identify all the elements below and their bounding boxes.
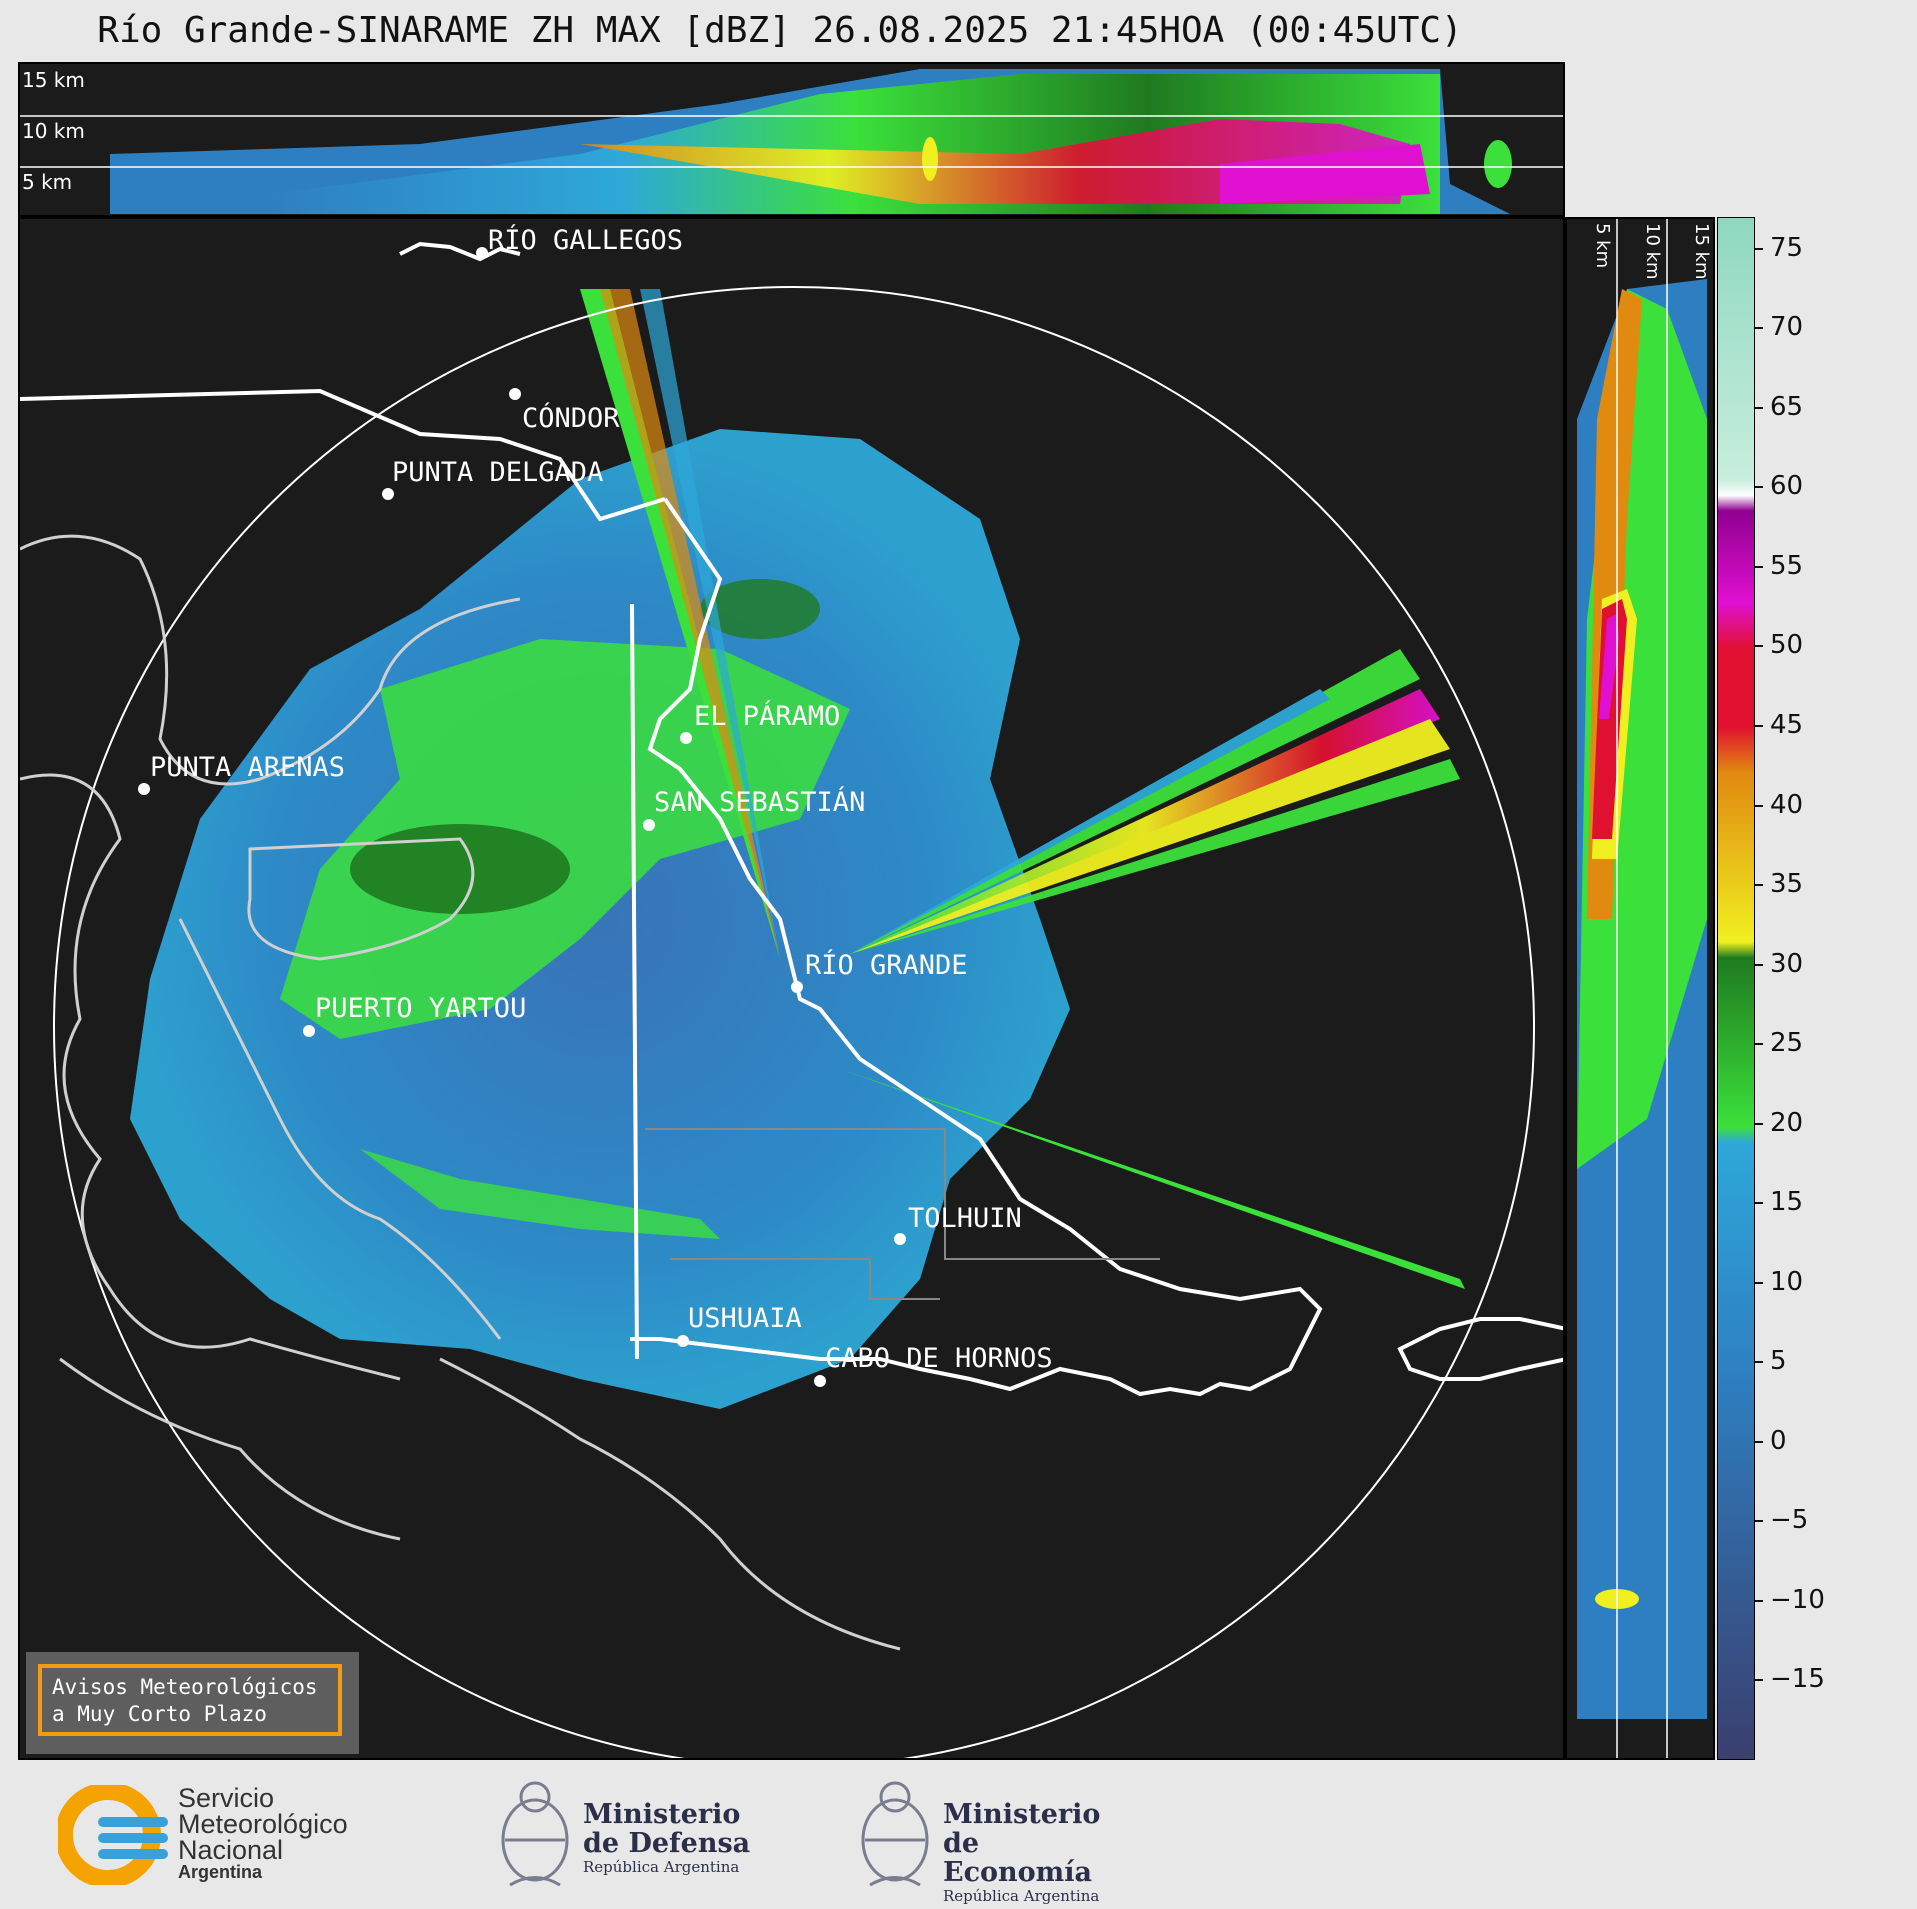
colorbar-tick-mark	[1755, 1122, 1763, 1125]
colorbar-tick-label: −15	[1770, 1664, 1825, 1695]
colorbar-ticks: 75 70 65 60 55 50 45 40 35 30 25 20 15 10 5 0 −5 −10 −15	[1755, 217, 1900, 1760]
colorbar-tick-label: 10	[1770, 1266, 1804, 1297]
defensa-sub: República Argentina	[583, 1858, 740, 1876]
colorbar-tick-label: 55	[1770, 550, 1804, 581]
colorbar-tick-label: 0	[1770, 1425, 1787, 1456]
avisos-text: Avisos Meteorológicos a Muy Corto Plazo	[38, 1664, 342, 1736]
city-label-punta-delgada: PUNTA DELGADA	[392, 457, 603, 488]
colorbar-tick-label: 40	[1770, 789, 1804, 820]
colorbar-tick-label: 70	[1770, 312, 1804, 343]
defensa-line-2: de Defensa	[583, 1828, 751, 1859]
colorbar-tick-label: 25	[1770, 1028, 1804, 1059]
colorbar	[1717, 217, 1755, 1760]
colorbar-tick-mark	[1755, 486, 1763, 489]
top-label-5km: 5 km	[22, 170, 73, 194]
city-label-san-sebastian: SAN SEBASTIÁN	[654, 786, 865, 818]
top-label-15km: 15 km	[22, 68, 85, 92]
city-markers	[138, 247, 906, 1387]
avisos-box: Avisos Meteorológicos a Muy Corto Plazo	[26, 1652, 359, 1754]
colorbar-tick-mark	[1755, 884, 1763, 887]
right-label-10km: 10 km	[1642, 223, 1663, 280]
economia-line-1: Ministerio	[943, 1799, 1101, 1830]
colorbar-tick-label: 60	[1770, 471, 1804, 502]
smn-emblem-icon	[58, 1785, 168, 1885]
colorbar-tick-mark	[1755, 1599, 1763, 1602]
right-cross-section: 5 km 10 km 15 km	[1565, 217, 1715, 1760]
city-label-condor: CÓNDOR	[522, 402, 620, 434]
colorbar-tick-label: −5	[1770, 1505, 1809, 1536]
right-label-5km: 5 km	[1592, 223, 1613, 269]
top-cross-section-plot	[20, 69, 1563, 214]
colorbar-tick-label: 50	[1770, 630, 1804, 661]
colorbar-gradient	[1718, 218, 1754, 1759]
colorbar-tick-label: −10	[1770, 1584, 1825, 1615]
colorbar-tick-label: 35	[1770, 869, 1804, 900]
ne-beams	[850, 649, 1460, 954]
smn-line-3: Nacional	[178, 1835, 284, 1865]
avisos-line-2: a Muy Corto Plazo	[52, 1702, 267, 1726]
city-label-ushuaia: USHUAIA	[688, 1303, 802, 1334]
city-label-rio-grande: RÍO GRANDE	[805, 949, 968, 981]
city-label-tolhuin: TOLHUIN	[908, 1203, 1022, 1234]
colorbar-tick-mark	[1755, 1520, 1763, 1523]
colorbar-tick-mark	[1755, 565, 1763, 568]
radar-map-plot: RÍO GALLEGOS CÓNDOR PUNTA DELGADA PUNTA …	[20, 224, 1563, 1758]
colorbar-tick-label: 75	[1770, 232, 1804, 263]
city-label-el-paramo: EL PÁRAMO	[694, 700, 840, 732]
colorbar-tick-label: 65	[1770, 391, 1804, 422]
smn-logo: Servicio Meteorológico Nacional Argentin…	[58, 1785, 388, 1885]
colorbar-tick-mark	[1755, 1679, 1763, 1682]
colorbar-tick-mark	[1755, 1043, 1763, 1046]
colorbar-tick-mark	[1755, 247, 1763, 250]
colorbar-tick-mark	[1755, 725, 1763, 728]
radar-map[interactable]: RÍO GALLEGOS CÓNDOR PUNTA DELGADA PUNTA …	[18, 217, 1565, 1760]
avisos-line-1: Avisos Meteorológicos	[52, 1675, 318, 1699]
coat-of-arms-icon	[501, 1781, 569, 1887]
economia-line-2: de Economía	[943, 1828, 1092, 1888]
map-title: Río Grande-SINARAME ZH MAX [dBZ] 26.08.2…	[97, 10, 1463, 51]
colorbar-tick-mark	[1755, 327, 1763, 330]
city-label-cabo-de-hornos: CABO DE HORNOS	[825, 1343, 1053, 1374]
right-cross-section-plot	[1577, 219, 1707, 1758]
colorbar-tick-mark	[1755, 406, 1763, 409]
economia-sub: República Argentina	[943, 1887, 1100, 1905]
smn-line-1: Servicio	[178, 1783, 275, 1813]
top-label-10km: 10 km	[22, 119, 85, 143]
coat-of-arms-icon	[861, 1781, 929, 1887]
economia-logo: Ministerio de Economía República Argenti…	[855, 1775, 1135, 1905]
colorbar-tick-mark	[1755, 1281, 1763, 1284]
defensa-line-1: Ministerio	[583, 1799, 741, 1830]
colorbar-tick-mark	[1755, 804, 1763, 807]
right-label-15km: 15 km	[1691, 223, 1712, 280]
colorbar-tick-mark	[1755, 1361, 1763, 1364]
colorbar-tick-mark	[1755, 963, 1763, 966]
colorbar-tick-mark	[1755, 1440, 1763, 1443]
colorbar-tick-label: 20	[1770, 1107, 1804, 1138]
city-label-rio-gallegos: RÍO GALLEGOS	[488, 224, 683, 256]
defensa-logo: Ministerio de Defensa República Argentin…	[495, 1775, 755, 1900]
smn-line-4: Argentina	[178, 1862, 263, 1882]
colorbar-tick-label: 30	[1770, 948, 1804, 979]
city-label-punta-arenas: PUNTA ARENAS	[150, 752, 345, 783]
colorbar-tick-mark	[1755, 1202, 1763, 1205]
smn-line-2: Meteorológico	[178, 1809, 348, 1839]
colorbar-tick-label: 45	[1770, 710, 1804, 741]
colorbar-tick-label: 15	[1770, 1187, 1804, 1218]
colorbar-tick-label: 5	[1770, 1346, 1787, 1377]
colorbar-tick-mark	[1755, 645, 1763, 648]
city-label-puerto-yartou: PUERTO YARTOU	[315, 993, 526, 1024]
top-cross-section: 15 km 10 km 5 km	[18, 62, 1565, 217]
